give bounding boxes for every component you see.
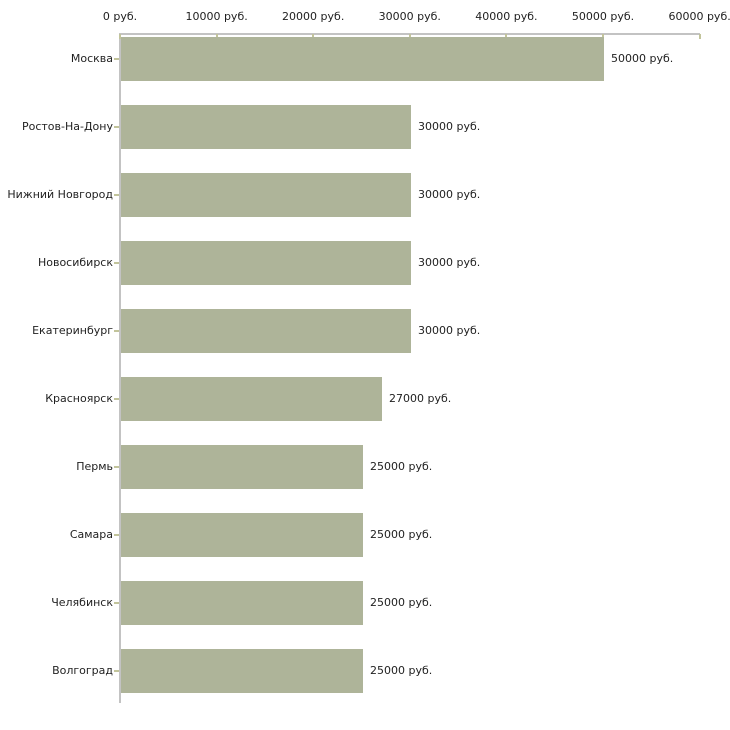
bar: [121, 581, 363, 625]
bar: [121, 649, 363, 693]
value-label: 30000 руб.: [418, 188, 481, 201]
value-label: 25000 руб.: [370, 664, 433, 677]
bar: [121, 173, 411, 217]
x-axis-tick-mark: [505, 34, 508, 39]
value-label: 25000 руб.: [370, 528, 433, 541]
bar: [121, 105, 411, 149]
y-axis-line: [119, 33, 121, 703]
x-axis-tick-label: 10000 руб.: [185, 10, 248, 23]
bar: [121, 241, 411, 285]
x-axis-tick-label: 20000 руб.: [282, 10, 345, 23]
value-label: 30000 руб.: [418, 256, 481, 269]
bar: [121, 309, 411, 353]
x-axis-tick-mark: [698, 34, 701, 39]
bar: [121, 377, 382, 421]
y-axis-tick-mark: [114, 330, 119, 332]
value-label: 30000 руб.: [418, 120, 481, 133]
category-label: Самара: [69, 528, 113, 541]
x-axis-tick-label: 30000 руб.: [378, 10, 441, 23]
bar: [121, 37, 604, 81]
y-axis-tick-mark: [114, 194, 119, 196]
category-label: Нижний Новгород: [7, 188, 113, 201]
y-axis-tick-mark: [114, 398, 119, 400]
category-label: Ростов-На-Дону: [21, 120, 113, 133]
y-axis-tick-mark: [114, 126, 119, 128]
x-axis-tick-mark: [602, 34, 604, 39]
y-axis-tick-mark: [114, 58, 119, 60]
x-axis-tick-label: 40000 руб.: [475, 10, 538, 23]
bar: [121, 445, 363, 489]
value-label: 30000 руб.: [418, 324, 481, 337]
x-axis-tick-mark: [119, 34, 121, 39]
y-axis-tick-mark: [114, 602, 119, 604]
category-label: Волгоград: [52, 664, 113, 677]
category-label: Челябинск: [51, 596, 113, 609]
value-label: 27000 руб.: [389, 392, 452, 405]
x-axis-tick-label: 60000 руб.: [668, 10, 730, 23]
value-label: 25000 руб.: [370, 460, 433, 473]
y-axis-tick-mark: [114, 262, 119, 264]
y-axis-tick-mark: [114, 466, 119, 468]
x-axis-tick-mark: [408, 34, 411, 39]
category-label: Новосибирск: [37, 256, 113, 269]
category-label: Красноярск: [45, 392, 113, 405]
y-axis-tick-mark: [114, 670, 119, 672]
bar: [121, 513, 363, 557]
x-axis-tick-mark: [215, 34, 218, 39]
category-label: Москва: [70, 52, 113, 65]
x-axis-tick-mark: [312, 34, 315, 39]
x-axis-tick-label: 0 руб.: [102, 10, 138, 23]
category-label: Пермь: [76, 460, 113, 473]
value-label: 25000 руб.: [370, 596, 433, 609]
category-label: Екатеринбург: [32, 324, 113, 337]
x-axis-tick-label: 50000 руб.: [571, 10, 635, 23]
y-axis-tick-mark: [114, 534, 119, 536]
value-label: 50000 руб.: [611, 52, 674, 65]
